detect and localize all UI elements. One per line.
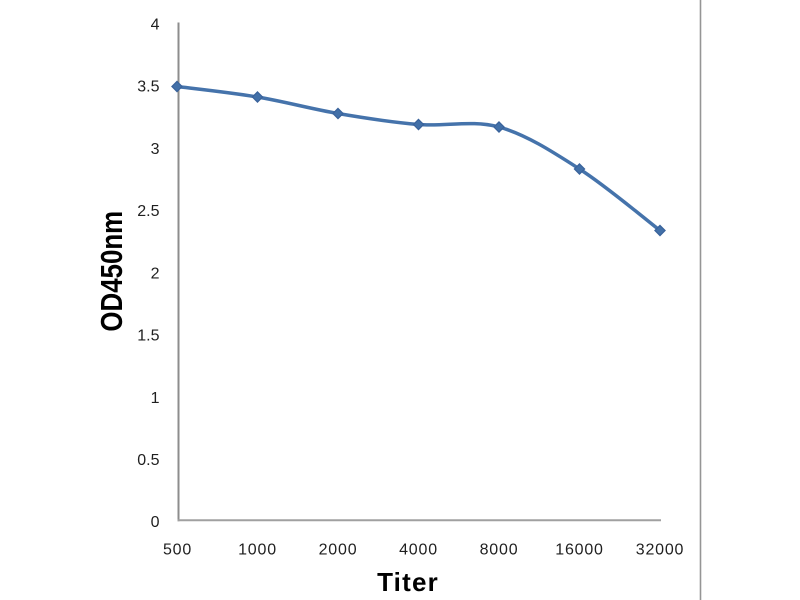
svg-text:2: 2	[151, 265, 160, 282]
svg-text:3: 3	[151, 141, 160, 158]
svg-text:32000: 32000	[636, 541, 685, 558]
svg-text:3.5: 3.5	[137, 79, 159, 96]
svg-text:1.5: 1.5	[137, 328, 159, 345]
svg-text:0: 0	[151, 514, 160, 531]
svg-text:Titer: Titer	[377, 567, 439, 597]
svg-text:1: 1	[151, 390, 160, 407]
svg-text:4000: 4000	[399, 541, 438, 558]
svg-text:16000: 16000	[555, 541, 604, 558]
svg-text:0.5: 0.5	[137, 452, 159, 469]
svg-text:OD450nm: OD450nm	[95, 211, 130, 332]
svg-text:500: 500	[163, 541, 192, 558]
svg-text:8000: 8000	[480, 541, 519, 558]
svg-text:4: 4	[151, 16, 160, 33]
svg-text:2.5: 2.5	[137, 203, 159, 220]
svg-text:1000: 1000	[238, 541, 277, 558]
svg-text:2000: 2000	[319, 541, 358, 558]
